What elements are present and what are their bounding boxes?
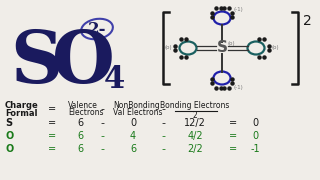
Text: S: S: [10, 26, 62, 98]
Text: O: O: [52, 26, 115, 98]
Text: NonBonding: NonBonding: [113, 101, 160, 110]
Text: -: -: [100, 118, 104, 128]
Text: =: =: [229, 144, 237, 154]
Text: S: S: [5, 118, 12, 128]
Text: -: -: [161, 144, 165, 154]
Text: 6: 6: [77, 118, 83, 128]
Text: Bonding Electrons: Bonding Electrons: [160, 101, 230, 110]
Text: =: =: [48, 118, 56, 128]
Text: Formal: Formal: [5, 109, 37, 118]
Text: (o): (o): [272, 44, 280, 50]
Text: 0: 0: [252, 131, 258, 141]
Text: 6: 6: [77, 131, 83, 141]
Text: -1: -1: [250, 144, 260, 154]
Text: (o): (o): [164, 44, 172, 50]
Text: =: =: [48, 144, 56, 154]
Text: 0: 0: [252, 118, 258, 128]
Text: Val Electrons: Val Electrons: [113, 108, 163, 117]
Text: 2/2: 2/2: [187, 144, 203, 154]
Text: =: =: [48, 131, 56, 141]
Text: -: -: [100, 131, 104, 141]
Text: 6: 6: [77, 144, 83, 154]
Text: O: O: [5, 144, 13, 154]
Text: =: =: [48, 104, 56, 114]
Text: Electrons: Electrons: [68, 108, 103, 117]
Text: -: -: [100, 144, 104, 154]
Text: 4: 4: [130, 131, 136, 141]
Text: S: S: [217, 40, 228, 55]
Text: 4/2: 4/2: [187, 131, 203, 141]
Text: Charge: Charge: [5, 101, 39, 110]
Text: 12/2: 12/2: [184, 118, 206, 128]
Text: O: O: [5, 131, 13, 141]
Text: (-1): (-1): [234, 84, 244, 89]
Text: (-1): (-1): [234, 8, 244, 12]
Text: 2-: 2-: [88, 21, 106, 39]
Text: 2: 2: [193, 111, 197, 120]
Text: -: -: [161, 118, 165, 128]
Text: 0: 0: [130, 118, 136, 128]
Text: =: =: [229, 118, 237, 128]
Text: 4: 4: [104, 64, 125, 96]
Text: 2: 2: [303, 14, 312, 28]
Text: 6: 6: [130, 144, 136, 154]
Text: Valence: Valence: [68, 101, 98, 110]
Text: -: -: [100, 104, 104, 114]
Text: -: -: [161, 104, 165, 114]
Text: -: -: [161, 131, 165, 141]
Text: =: =: [229, 131, 237, 141]
Text: (o): (o): [227, 42, 235, 46]
